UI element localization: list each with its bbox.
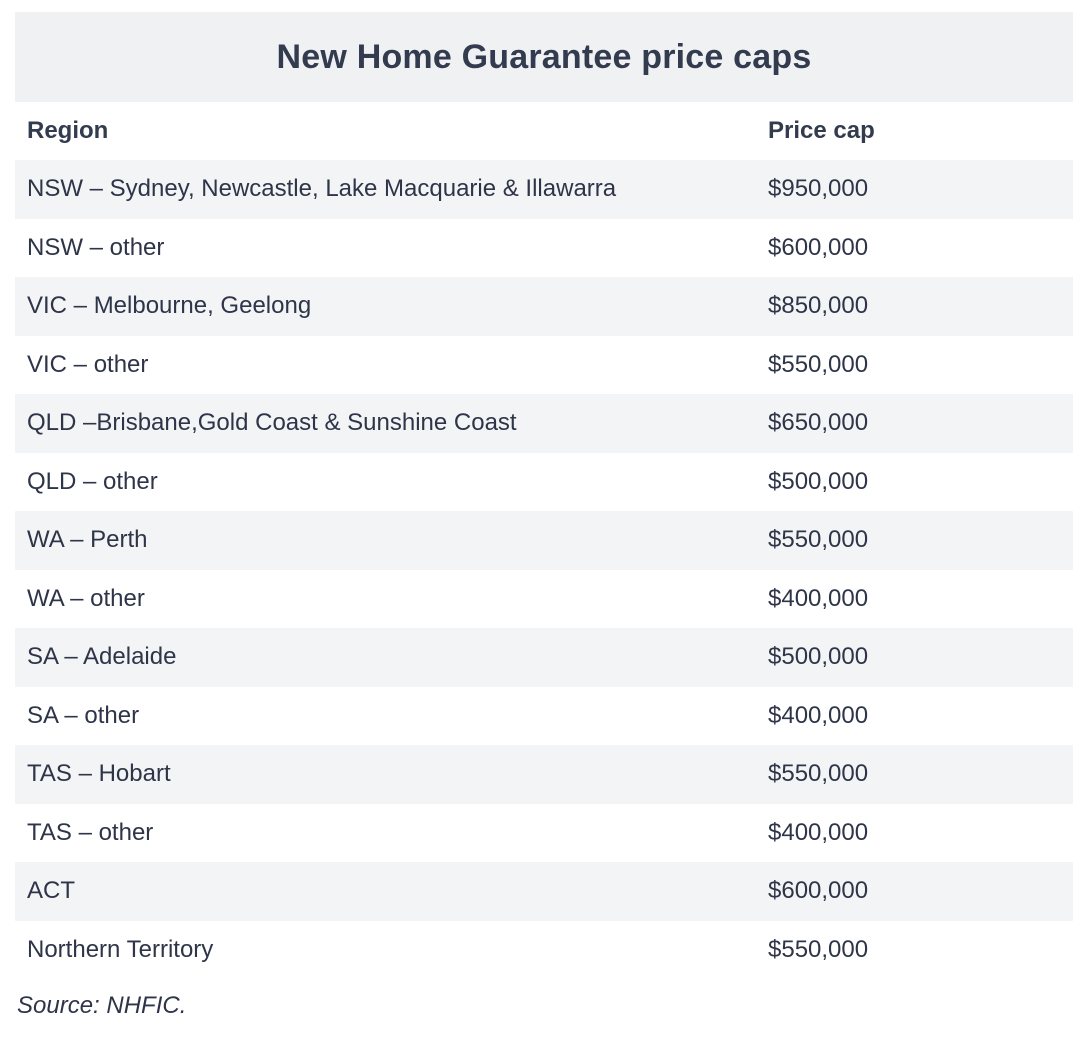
region-cell: SA – Adelaide [27, 643, 177, 671]
price-cap-cell: $500,000 [768, 643, 869, 671]
region-cell: VIC – Melbourne, Geelong [27, 292, 312, 320]
price-cap-cell: $550,000 [768, 526, 869, 554]
table-row: SA – other $400,000 [15, 686, 1073, 745]
price-cap-cell: $600,000 [768, 233, 869, 261]
region-cell: QLD –Brisbane,Gold Coast & Sunshine Coas… [27, 409, 517, 437]
column-header-region: Region [27, 117, 109, 144]
region-cell: TAS – Hobart [27, 760, 171, 788]
table-title: New Home Guarantee price caps [276, 37, 812, 76]
price-cap-cell: $550,000 [768, 935, 869, 963]
region-cell: QLD – other [27, 467, 158, 495]
region-cell: WA – Perth [27, 526, 148, 554]
region-cell: NSW – Sydney, Newcastle, Lake Macquarie … [27, 175, 617, 203]
region-cell: WA – other [27, 584, 145, 612]
table-row: WA – Perth $550,000 [15, 511, 1073, 570]
region-cell: NSW – other [27, 233, 165, 261]
column-header-price-cap: Price cap [768, 117, 875, 144]
price-cap-cell: $500,000 [768, 467, 869, 495]
region-cell: VIC – other [27, 350, 149, 378]
table-row: WA – other $400,000 [15, 569, 1073, 628]
table-body: NSW – Sydney, Newcastle, Lake Macquarie … [15, 160, 1073, 979]
price-cap-cell: $550,000 [768, 350, 869, 378]
table-row: SA – Adelaide $500,000 [15, 628, 1073, 687]
region-cell: Northern Territory [27, 935, 214, 963]
table-header-row: Region Price cap [15, 102, 1073, 160]
source-note: Source: NHFIC. [17, 992, 187, 1019]
table-row: QLD – other $500,000 [15, 452, 1073, 511]
table-row: TAS – other $400,000 [15, 803, 1073, 862]
table-row: NSW – other $600,000 [15, 218, 1073, 277]
price-cap-cell: $850,000 [768, 292, 869, 320]
price-cap-cell: $400,000 [768, 584, 869, 612]
price-cap-cell: $400,000 [768, 701, 869, 729]
region-cell: SA – other [27, 701, 140, 729]
table-row: TAS – Hobart $550,000 [15, 745, 1073, 804]
table-row: Northern Territory $550,000 [15, 920, 1073, 979]
region-cell: ACT [27, 877, 75, 905]
price-cap-cell: $550,000 [768, 760, 869, 788]
price-cap-cell: $650,000 [768, 409, 869, 437]
table-row: VIC – other $550,000 [15, 335, 1073, 394]
table-title-bar: New Home Guarantee price caps [15, 12, 1073, 102]
table-row: QLD –Brisbane,Gold Coast & Sunshine Coas… [15, 394, 1073, 453]
price-cap-table-container: New Home Guarantee price caps Region Pri… [15, 12, 1073, 979]
price-cap-cell: $400,000 [768, 818, 869, 846]
region-cell: TAS – other [27, 818, 154, 846]
price-cap-table: Region Price cap NSW – Sydney, Newcastle… [15, 102, 1073, 979]
table-row: NSW – Sydney, Newcastle, Lake Macquarie … [15, 160, 1073, 219]
price-cap-cell: $950,000 [768, 175, 869, 203]
price-cap-cell: $600,000 [768, 877, 869, 905]
table-row: ACT $600,000 [15, 862, 1073, 921]
table-row: VIC – Melbourne, Geelong $850,000 [15, 277, 1073, 336]
